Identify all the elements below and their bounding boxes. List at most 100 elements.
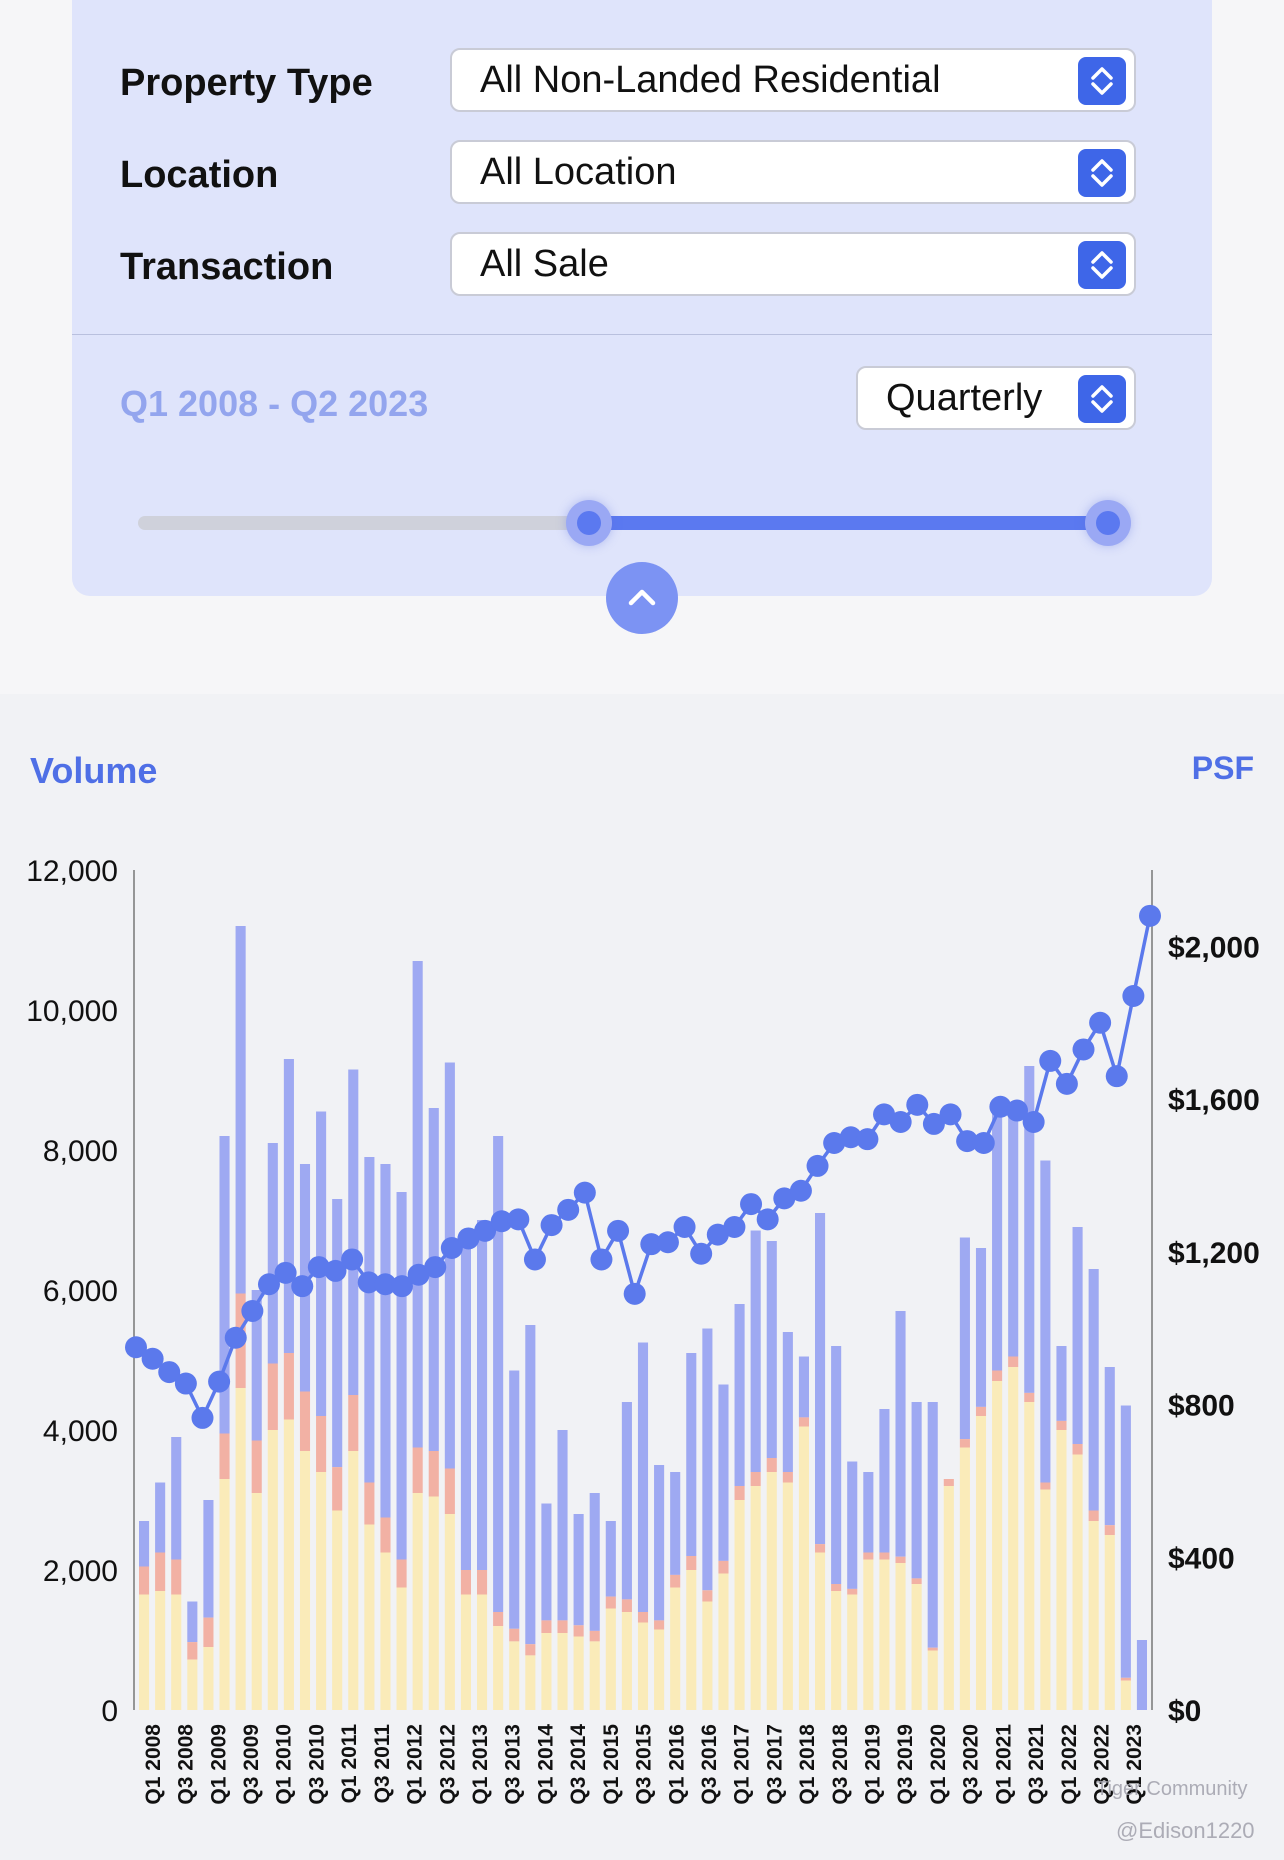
bar-base-segment <box>766 1472 777 1710</box>
x-tick-label: Q3 2016 <box>698 1724 721 1805</box>
bar-top-segment <box>670 1472 681 1575</box>
psf-point <box>1139 904 1161 927</box>
property-type-select[interactable]: All Non-Landed Residential <box>450 48 1136 112</box>
psf-point <box>540 1214 563 1237</box>
bar-mid-segment <box>750 1472 761 1486</box>
bar-base-segment <box>670 1587 681 1710</box>
bar-top-segment <box>911 1402 922 1579</box>
volume-axis-title: Volume <box>30 750 158 791</box>
bar-mid-segment <box>316 1416 327 1472</box>
bar-top-segment <box>975 1248 987 1407</box>
property-type-label: Property Type <box>120 62 373 104</box>
up-down-chevron-icon[interactable] <box>1078 57 1126 105</box>
bar-mid-segment <box>975 1406 987 1416</box>
bar-base-segment <box>1040 1489 1051 1710</box>
bar-mid-segment <box>766 1458 777 1472</box>
psf-point <box>141 1347 164 1370</box>
bar-base-segment <box>895 1563 906 1710</box>
bar-top-segment <box>155 1482 166 1553</box>
psf-point <box>673 1216 696 1238</box>
bar-top-segment <box>718 1384 729 1561</box>
bar-top-segment <box>235 926 246 1294</box>
psf-point <box>174 1372 197 1395</box>
right-tick-label: $1,600 <box>1168 1084 1260 1117</box>
psf-point <box>573 1181 596 1204</box>
psf-point <box>507 1208 530 1231</box>
psf-point <box>1039 1049 1062 1072</box>
psf-point <box>324 1259 347 1282</box>
collapse-button[interactable] <box>606 562 678 634</box>
bar-top-segment <box>541 1503 552 1621</box>
psf-point <box>523 1248 546 1271</box>
bar-base-segment <box>139 1594 150 1710</box>
bar-base-segment <box>943 1486 954 1710</box>
granularity-select[interactable]: Quarterly <box>856 366 1136 430</box>
bar-mid-segment <box>686 1556 697 1570</box>
bar-top-segment <box>573 1514 584 1626</box>
bar-mid-segment <box>734 1486 745 1500</box>
left-tick-label: 2,000 <box>43 1555 118 1588</box>
bar-top-segment <box>734 1304 745 1486</box>
bar-base-segment <box>460 1594 471 1710</box>
right-tick-label: $0 <box>1168 1695 1201 1728</box>
psf-point <box>823 1132 846 1154</box>
bar-top-segment <box>637 1342 649 1612</box>
bar-top-segment <box>1088 1269 1099 1511</box>
bar-base-segment <box>1008 1367 1019 1710</box>
bar-mid-segment <box>573 1625 584 1637</box>
psf-point <box>607 1219 630 1242</box>
psf-point <box>806 1154 829 1177</box>
psf-point <box>407 1263 430 1286</box>
bar-mid-segment <box>412 1447 423 1493</box>
bar-top-segment <box>1056 1346 1067 1421</box>
bar-base-segment <box>847 1594 858 1710</box>
x-tick-label: Q3 2018 <box>829 1724 852 1805</box>
psf-point <box>856 1128 879 1151</box>
bar-mid-segment <box>863 1552 874 1560</box>
bar-base-segment <box>509 1641 520 1710</box>
bar-mid-segment <box>1040 1482 1051 1490</box>
bar-mid-segment <box>782 1472 793 1483</box>
up-down-chevron-icon[interactable] <box>1078 241 1126 289</box>
bar-mid-segment <box>283 1353 294 1420</box>
bar-base-segment <box>348 1451 359 1710</box>
bar-mid-segment <box>1072 1444 1083 1455</box>
slider-end-handle[interactable] <box>1085 500 1132 546</box>
up-down-chevron-icon[interactable] <box>1078 375 1126 423</box>
bar-mid-segment <box>1120 1677 1131 1681</box>
bar-base-segment <box>235 1388 246 1710</box>
slider-start-handle[interactable] <box>565 500 612 546</box>
bar-base-segment <box>831 1591 842 1710</box>
watermark-user: @Edison1220 <box>1116 1818 1255 1843</box>
bar-base-segment <box>911 1584 922 1710</box>
bar-top-segment <box>557 1430 568 1621</box>
watermark-community: Tiger Community <box>1096 1778 1248 1800</box>
psf-point <box>390 1275 413 1298</box>
bar-mid-segment <box>1024 1392 1035 1402</box>
x-tick-label: Q1 2014 <box>534 1724 557 1805</box>
right-tick-label: $800 <box>1168 1390 1235 1423</box>
right-tick-label: $1,200 <box>1168 1237 1260 1270</box>
bar-top-segment <box>412 961 423 1448</box>
bar-mid-segment <box>670 1574 681 1588</box>
bar-top-segment <box>879 1409 890 1553</box>
bar-top-segment <box>396 1192 407 1560</box>
psf-point <box>590 1248 613 1271</box>
bar-base-segment <box>316 1472 327 1710</box>
psf-point <box>706 1223 729 1246</box>
bar-top-segment <box>509 1370 520 1629</box>
bar-mid-segment <box>139 1566 150 1595</box>
x-tick-label: Q1 2018 <box>796 1724 819 1805</box>
property-type-value: All Non-Landed Residential <box>480 59 941 101</box>
psf-point <box>906 1093 929 1116</box>
left-tick-label: 8,000 <box>43 1135 118 1168</box>
bar-top-segment <box>1072 1227 1083 1444</box>
up-down-chevron-icon[interactable] <box>1078 149 1126 197</box>
bar-mid-segment <box>171 1559 182 1595</box>
location-select[interactable]: All Location <box>450 140 1136 204</box>
transaction-select[interactable]: All Sale <box>450 232 1136 296</box>
left-tick-label: 6,000 <box>43 1275 118 1308</box>
bar-base-segment <box>686 1570 697 1710</box>
bar-base-segment <box>525 1655 536 1710</box>
bar-base-segment <box>557 1633 568 1710</box>
